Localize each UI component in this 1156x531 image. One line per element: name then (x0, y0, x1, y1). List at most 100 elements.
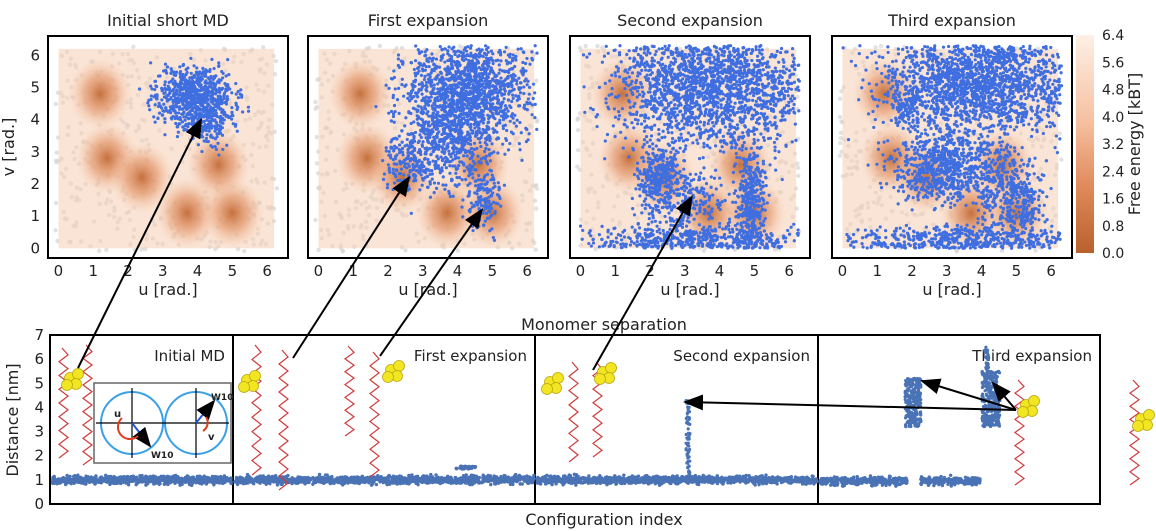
sampled-point (167, 91, 172, 96)
sampled-point (400, 77, 404, 81)
sampled-point (625, 125, 629, 129)
sampled-point (197, 99, 201, 103)
sampled-point (636, 122, 640, 126)
sampled-point (213, 112, 217, 116)
sampled-point (478, 131, 483, 135)
sampled-point (239, 88, 243, 92)
sampled-point (702, 145, 706, 149)
sampled-point (442, 109, 447, 113)
sampled-point (639, 105, 643, 109)
sampled-point (175, 125, 179, 129)
sampled-point (484, 68, 488, 72)
sampled-point (466, 141, 470, 145)
sampled-point (166, 110, 170, 114)
sampled-point (443, 47, 447, 51)
sampled-point (230, 117, 234, 121)
sampled-point (488, 102, 492, 106)
sampled-point (423, 104, 427, 109)
sampled-point (603, 139, 607, 143)
unsampled-point (313, 217, 318, 223)
sampled-point (440, 47, 444, 51)
sampled-point (387, 153, 391, 157)
sampled-point (499, 59, 503, 63)
sampled-point (486, 92, 490, 96)
sampled-point (488, 204, 492, 208)
sampled-point (461, 101, 465, 106)
sampled-point (459, 97, 463, 102)
sampled-point (695, 138, 699, 142)
sampled-point (215, 89, 219, 93)
sampled-point (183, 81, 187, 85)
sampled-point (214, 92, 218, 96)
unsampled-point (273, 58, 279, 64)
sampled-point (469, 101, 473, 105)
sampled-point (604, 97, 608, 101)
sampled-point (447, 45, 451, 49)
sampled-point (477, 224, 481, 228)
sampled-point (173, 79, 177, 83)
sampled-point (171, 77, 175, 81)
unsampled-point (533, 247, 538, 252)
sampled-point (420, 183, 424, 187)
sampled-point (179, 77, 183, 81)
unsampled-point (274, 186, 280, 191)
x-tick-label: 2 (383, 262, 393, 280)
sampled-point (468, 151, 473, 155)
sampled-point (450, 63, 454, 67)
sampled-point (515, 98, 519, 102)
sampled-point (204, 126, 208, 130)
sampled-point (204, 114, 209, 118)
sampled-point (178, 90, 182, 94)
sampled-point (517, 141, 521, 146)
sampled-point (176, 117, 180, 121)
sampled-point (733, 146, 737, 150)
sampled-point (178, 122, 182, 126)
sampled-point (479, 161, 483, 165)
sampled-point (484, 196, 488, 201)
sampled-point (397, 151, 402, 155)
sampled-point (421, 69, 425, 73)
sampled-point (697, 114, 701, 118)
sampled-point (198, 83, 202, 87)
sampled-point (209, 96, 213, 100)
sampled-point (403, 124, 407, 128)
sampled-point (473, 179, 477, 183)
sampled-point (533, 91, 537, 95)
sampled-point (217, 78, 221, 82)
sampled-point (752, 91, 756, 95)
sampled-point (212, 98, 216, 102)
sampled-point (512, 87, 516, 91)
sampled-point (468, 54, 472, 58)
sampled-point (180, 120, 185, 124)
sampled-point (634, 78, 639, 83)
sampled-point (472, 203, 476, 207)
sampled-point (441, 92, 445, 97)
free-energy-minimum (68, 58, 132, 130)
sampled-point (479, 68, 483, 72)
sampled-point (173, 83, 177, 87)
sampled-point (483, 199, 488, 203)
sampled-point (457, 164, 461, 168)
sampled-point (172, 92, 176, 96)
x-axis-label: u [rad.] (398, 280, 457, 299)
sampled-point (500, 102, 504, 106)
sampled-point (660, 135, 664, 140)
sampled-point (408, 99, 412, 103)
sampled-point (487, 61, 491, 65)
sampled-point (522, 103, 527, 107)
sampled-point (499, 204, 503, 208)
sampled-point (481, 211, 485, 215)
sampled-point (208, 115, 212, 120)
sampled-point (475, 84, 479, 88)
sampled-point (495, 130, 499, 134)
sampled-point (478, 105, 482, 109)
sampled-point (196, 118, 200, 122)
unsampled-point (795, 165, 801, 171)
sampled-point (513, 64, 517, 69)
sampled-point (685, 55, 689, 59)
sampled-point (752, 108, 757, 112)
sampled-point (477, 81, 481, 86)
sampled-point (457, 75, 461, 79)
sampled-point (433, 92, 438, 96)
sampled-point (482, 223, 486, 227)
